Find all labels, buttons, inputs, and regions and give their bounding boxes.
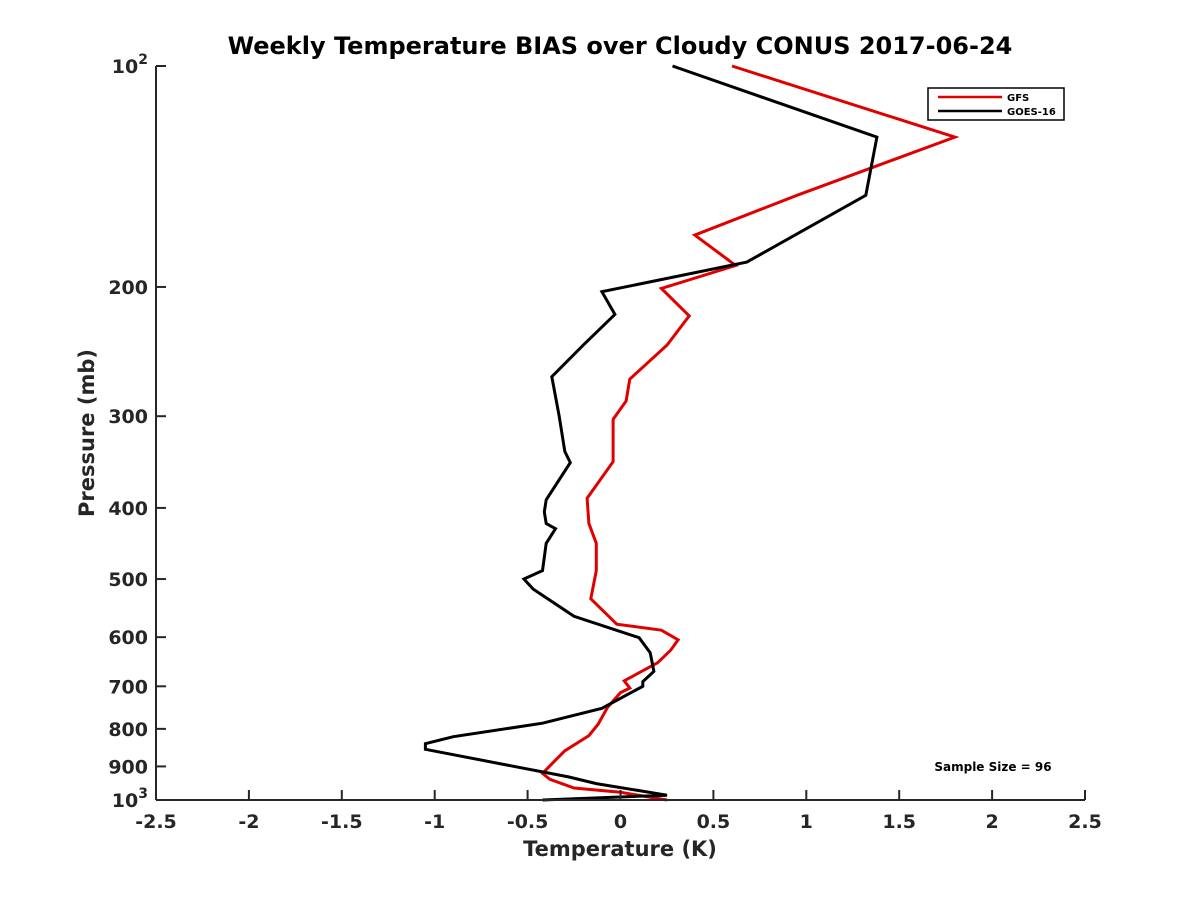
y-axis-ticks: 102 200 300 400 500 600 700 800 900 103 <box>108 52 166 812</box>
y-tick-label: 900 <box>108 756 148 778</box>
y-axis-label: Pressure (mb) <box>75 349 99 517</box>
y-tick-label: 102 <box>112 52 148 78</box>
x-axis-ticks: -2.5 -2 -1.5 -1 -0.5 0 0.5 1 1.5 2 2.5 <box>135 790 1102 833</box>
y-tick-label: 800 <box>108 719 148 741</box>
chart-title: Weekly Temperature BIAS over Cloudy CONU… <box>228 32 1013 60</box>
y-tick-label: 103 <box>112 786 148 812</box>
y-tick-label: 400 <box>108 498 148 520</box>
legend-label-goes16: GOES-16 <box>1007 107 1056 118</box>
x-tick-label: 0.5 <box>697 811 731 833</box>
x-tick-label: 2.5 <box>1068 811 1102 833</box>
x-tick-label: -1.5 <box>321 811 363 833</box>
y-tick-label: 200 <box>108 277 148 299</box>
x-axis-label: Temperature (K) <box>523 837 717 861</box>
plot-lines <box>423 64 960 802</box>
y-tick-label: 500 <box>108 569 148 591</box>
legend: GFS GOES-16 <box>927 87 1065 121</box>
series-line-goes16 <box>423 64 879 802</box>
x-tick-label: 2 <box>985 811 998 833</box>
y-tick-label: 600 <box>108 627 148 649</box>
y-tick-label: 700 <box>108 676 148 698</box>
x-tick-label: -0.5 <box>507 811 549 833</box>
legend-label-gfs: GFS <box>1007 93 1029 104</box>
sample-size-annotation: Sample Size = 96 <box>934 760 1051 774</box>
x-tick-label: 1 <box>800 811 813 833</box>
x-tick-label: -2 <box>238 811 259 833</box>
x-tick-label: 1.5 <box>882 811 916 833</box>
x-tick-label: -2.5 <box>135 811 177 833</box>
y-tick-label: 300 <box>108 406 148 428</box>
legend-box <box>927 87 1065 121</box>
series-line-gfs <box>540 64 960 802</box>
x-tick-label: 0 <box>614 811 627 833</box>
x-tick-label: -1 <box>424 811 445 833</box>
